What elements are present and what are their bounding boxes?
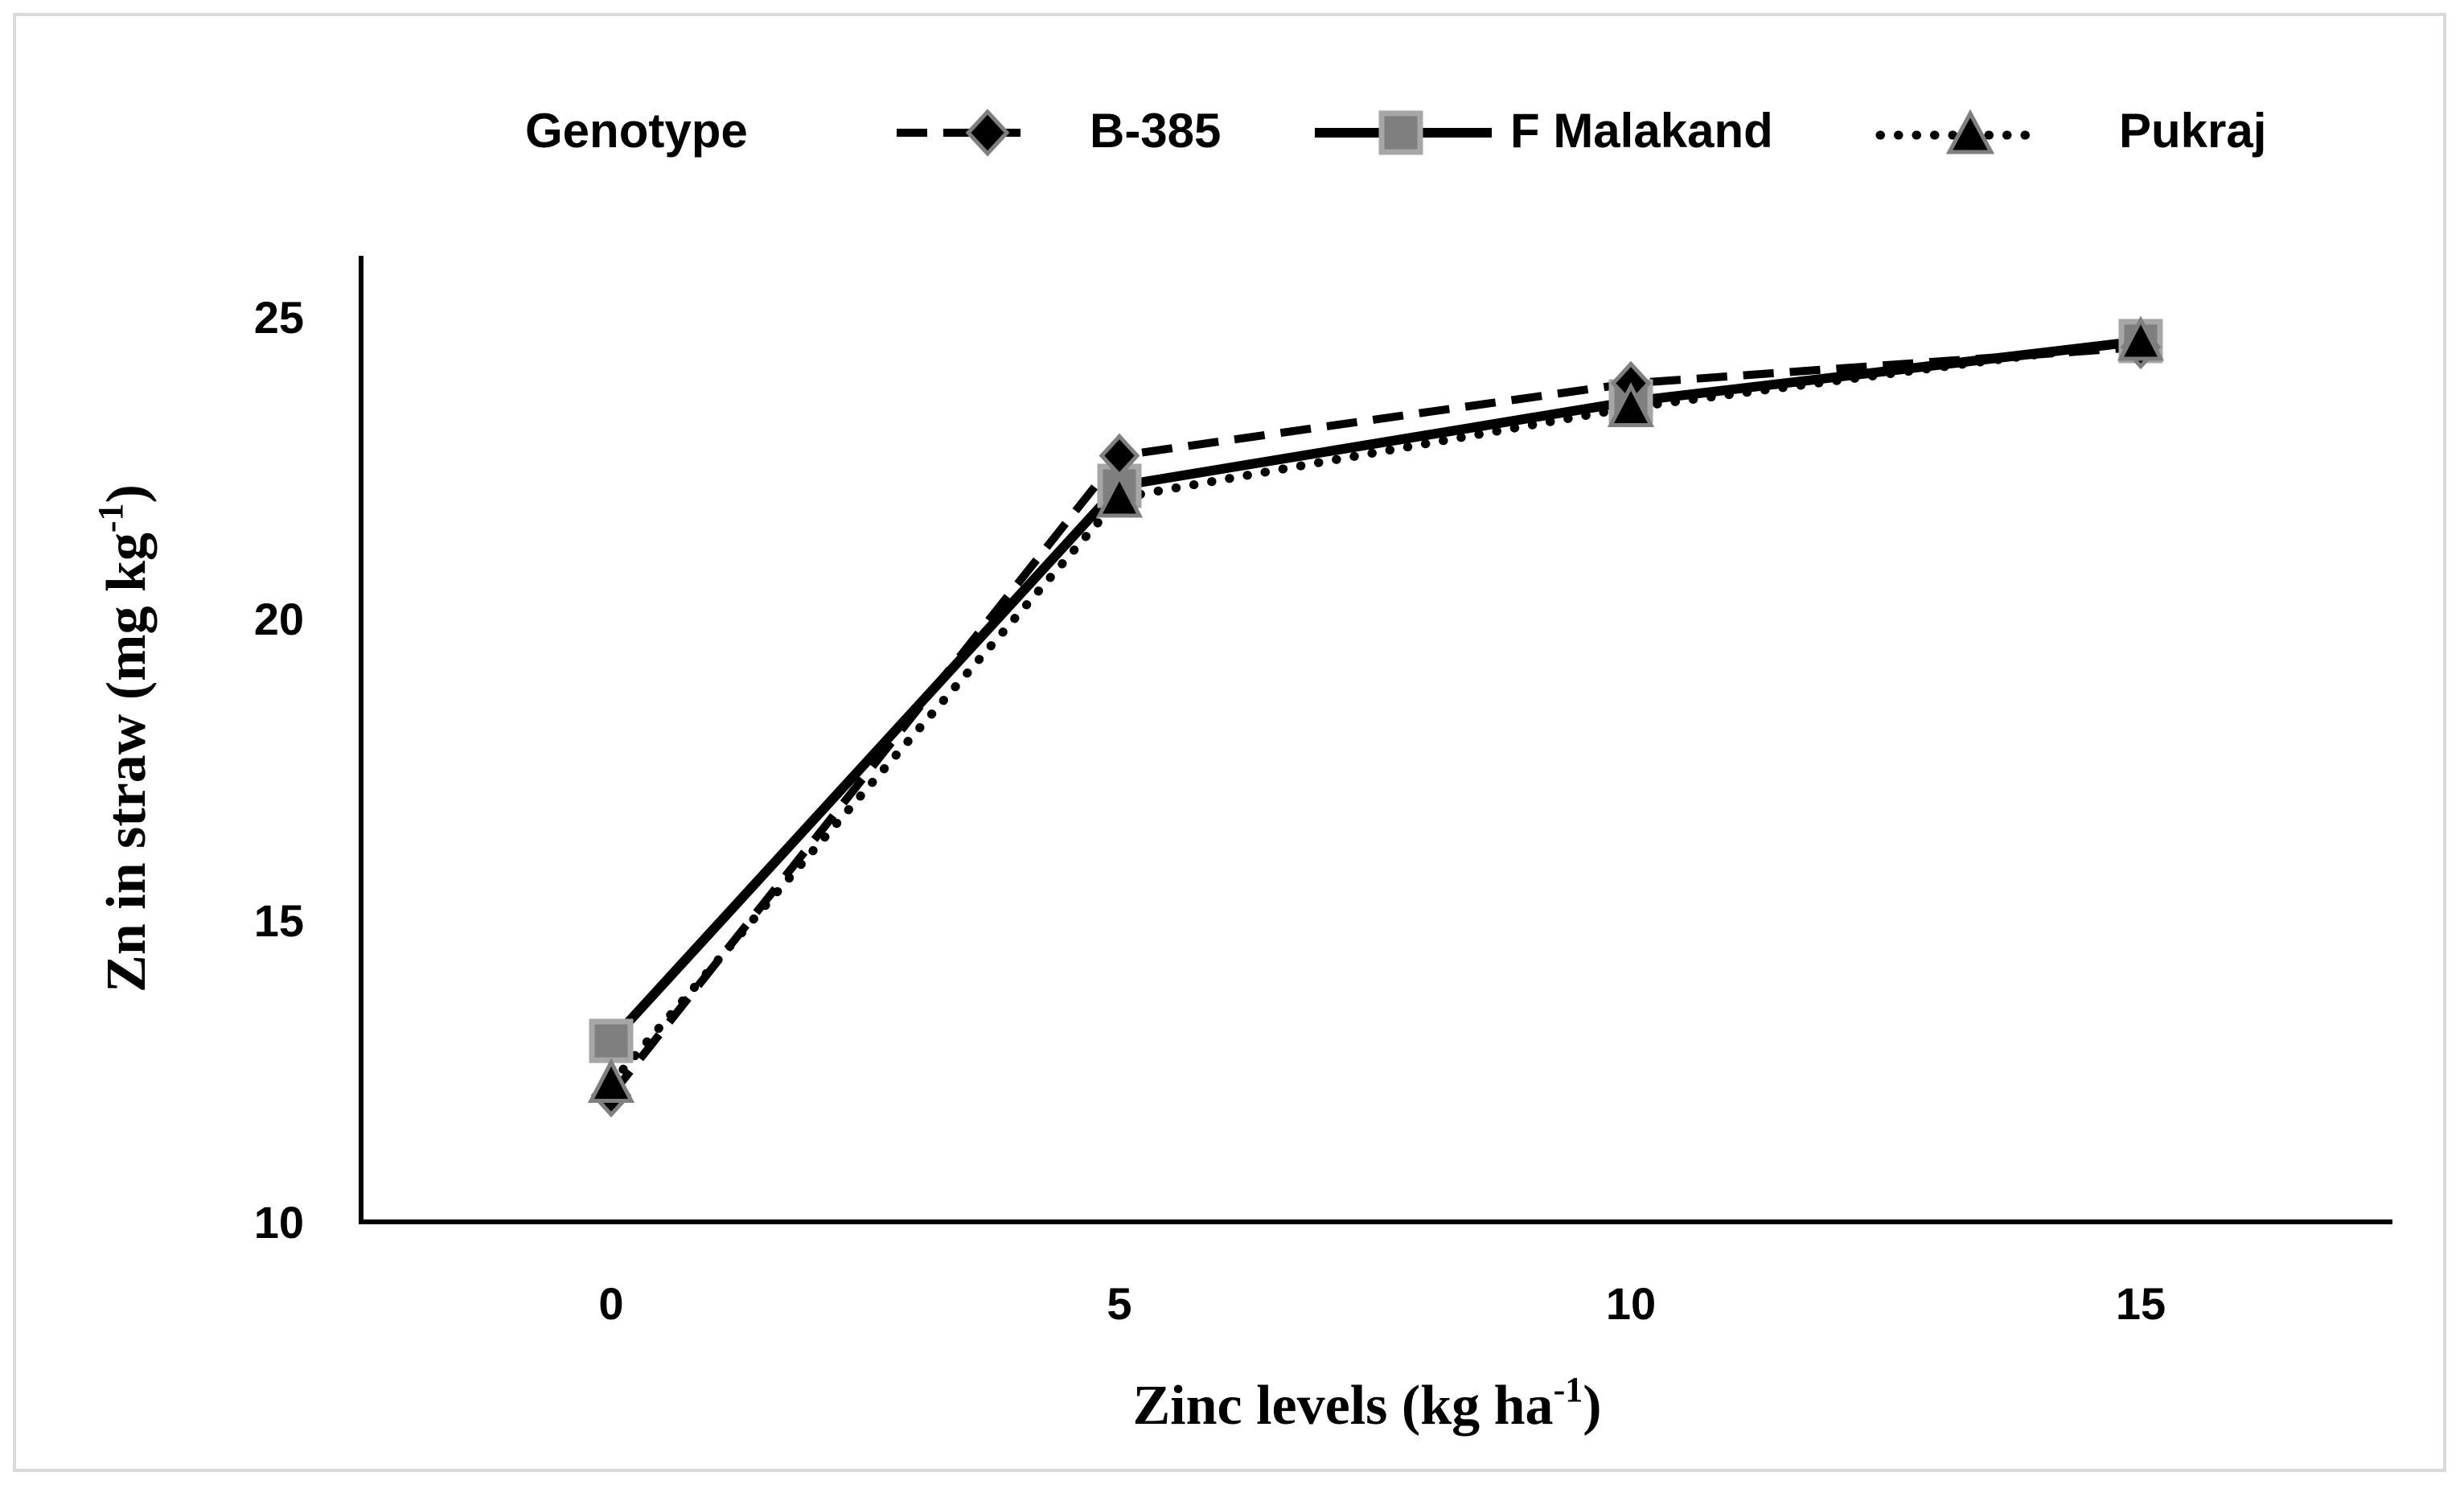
x-tick-label-15: 15 [2116,1278,2166,1329]
legend-marker-f-malakand [1378,110,1423,155]
y-axis-title: Zn in straw (mg kg-1) [91,484,158,993]
series-lines [606,336,2146,1098]
series-line-pukraj [606,336,2146,1088]
series-line-f-malakand [606,336,2146,1046]
legend-marker-pukraj [1945,109,1995,154]
marker-pukraj-x10 [1607,382,1655,427]
legend-label-pukraj: Pukraj [2119,104,2266,158]
marker-f-malakand-x0 [589,1018,634,1063]
legend-label-b385: B-385 [1090,104,1221,158]
legend-marker-b385 [965,109,1010,157]
legend-label-f-malakand: F Malakand [1510,104,1773,158]
legend-title: Genotype [525,104,748,158]
y-tick-label-20: 20 [254,594,304,644]
x-tick-label-5: 5 [1107,1278,1131,1329]
chart-frame [13,13,2446,1472]
y-tick-label-15: 15 [254,895,304,946]
x-tick-label-0: 0 [598,1278,623,1329]
x-tick-labels: 0 5 10 15 [598,1278,2166,1329]
series-markers [587,315,2165,1118]
x-axis-title: Zinc levels (kg ha-1) [1132,1370,1601,1437]
legend: Genotype B-385 F Malakand Pukraj [525,104,2266,158]
y-tick-label-10: 10 [254,1197,304,1248]
series-line-b-385 [608,343,2142,1098]
y-tick-label-25: 25 [254,292,304,343]
marker-pukraj-x5 [1095,472,1144,518]
x-tick-label-10: 10 [1606,1278,1656,1329]
marker-pukraj-x0 [587,1058,635,1103]
marker-pukraj-x15 [2117,315,2165,361]
y-tick-labels: 10 15 20 25 [254,292,304,1248]
